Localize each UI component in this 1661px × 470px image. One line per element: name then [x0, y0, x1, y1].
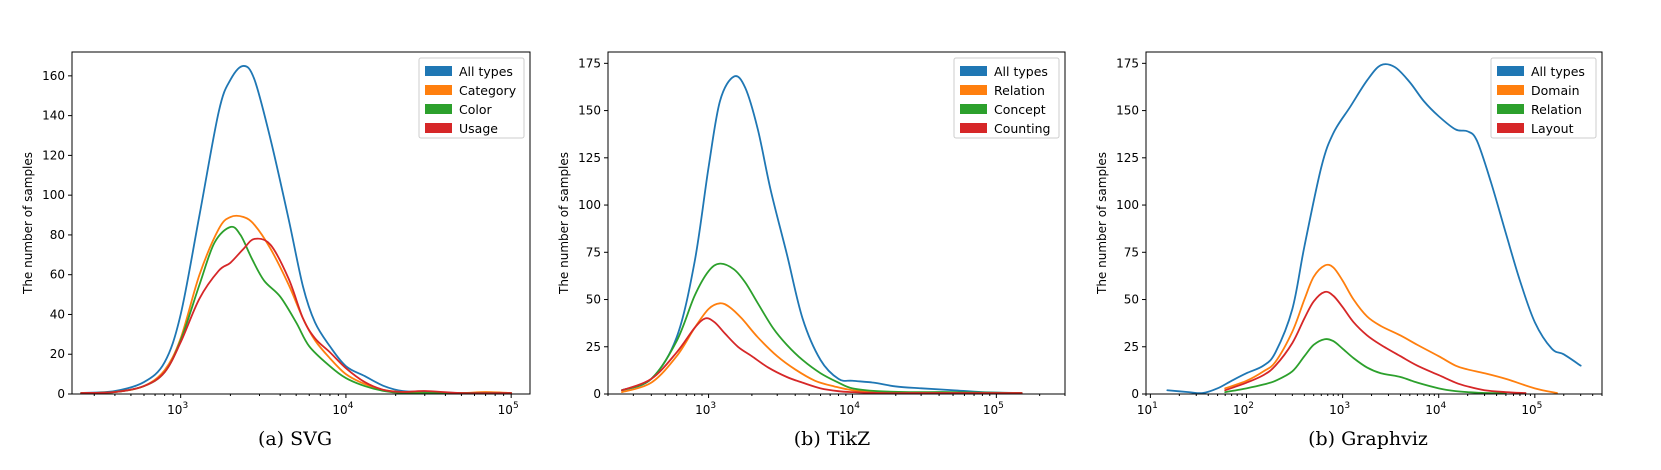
- panel-caption: (b) Graphviz: [1308, 428, 1428, 450]
- chart-panel-2: 0 25 50 75 100 125 150 175 103 104 105 The number o…: [557, 51, 1066, 450]
- legend-swatch: [960, 123, 987, 133]
- x-tick-label: 103: [1329, 401, 1350, 417]
- y-axis-label: The number of samples: [21, 152, 35, 295]
- legend-label: Domain: [1531, 83, 1580, 98]
- legend-label: All types: [1531, 64, 1585, 79]
- legend-label: Relation: [1531, 102, 1582, 117]
- x-tick-label: 103: [167, 401, 188, 417]
- legend-label: All types: [994, 64, 1048, 79]
- y-tick-label: 150: [1116, 104, 1139, 118]
- legend-swatch: [960, 85, 987, 95]
- chart-panel-1: 0 20 40 60 80 100 120 140 160 103 104 105 The number…: [21, 51, 531, 450]
- y-tick-label: 0: [57, 387, 65, 401]
- legend: All types Domain Relation Layout: [1490, 57, 1597, 139]
- y-tick-label: 125: [578, 151, 601, 165]
- chart-panel-3: 0 25 50 75 100 125 150 175 101 102 103 104 105 The nu…: [1095, 51, 1603, 450]
- legend-label: Relation: [994, 83, 1045, 98]
- y-tick-label: 25: [586, 340, 601, 354]
- legend-label: Color: [459, 102, 492, 117]
- y-tick-label: 100: [578, 198, 601, 212]
- series-line-category: [80, 214, 513, 395]
- y-tick-label: 150: [578, 104, 601, 118]
- legend-label: Layout: [1531, 121, 1574, 136]
- y-tick-label: 50: [1124, 293, 1139, 307]
- x-tick-label: 105: [983, 401, 1004, 417]
- series-line-all-types: [80, 65, 513, 394]
- legend-label: All types: [459, 64, 513, 79]
- y-axis-label: The number of samples: [1095, 152, 1109, 295]
- y-tick-label: 125: [1116, 151, 1139, 165]
- y-tick-label: 25: [1124, 340, 1139, 354]
- x-tick-label: 103: [695, 401, 716, 417]
- y-tick-label: 100: [1116, 198, 1139, 212]
- plot-area: [621, 75, 1023, 395]
- legend-swatch: [960, 66, 987, 76]
- axes-frame: [1145, 51, 1603, 395]
- panel-caption: (b) TikZ: [794, 428, 871, 450]
- y-tick-label: 120: [42, 148, 65, 162]
- legend-frame: [953, 57, 1060, 139]
- legend-frame: [1490, 57, 1597, 139]
- legend-swatch: [1497, 123, 1524, 133]
- legend-swatch: [1497, 104, 1524, 114]
- x-tick-label: 104: [839, 401, 860, 417]
- y-tick-label: 140: [42, 109, 65, 123]
- legend-label: Counting: [994, 121, 1050, 136]
- legend-swatch: [960, 104, 987, 114]
- y-tick-label: 0: [1131, 387, 1139, 401]
- x-tick-label: 102: [1233, 401, 1254, 417]
- series-line-domain: [1224, 263, 1558, 394]
- legend-label: Usage: [459, 121, 498, 136]
- y-tick-label: 160: [42, 69, 65, 83]
- y-tick-label: 75: [586, 245, 601, 259]
- series-line-all-types: [621, 75, 1023, 394]
- series-line-concept: [621, 262, 1023, 394]
- y-tick-label: 20: [50, 347, 65, 361]
- x-tick-label: 105: [498, 401, 519, 417]
- y-tick-label: 175: [1116, 56, 1139, 70]
- legend-label: Category: [459, 83, 517, 98]
- y-tick-label: 80: [50, 228, 65, 242]
- y-tick-label: 100: [42, 188, 65, 202]
- series-line-relation: [621, 302, 1023, 395]
- series-line-counting: [621, 317, 1023, 395]
- x-tick-label: 104: [1425, 401, 1446, 417]
- y-tick-label: 75: [1124, 245, 1139, 259]
- panel-caption: (a) SVG: [258, 428, 332, 450]
- y-tick-label: 60: [50, 268, 65, 282]
- series-line-layout: [1224, 290, 1527, 394]
- series-line-all-types: [1166, 63, 1582, 395]
- plot-area: [80, 65, 513, 395]
- legend-swatch: [425, 104, 452, 114]
- legend-label: Concept: [994, 102, 1046, 117]
- legend-swatch: [1497, 85, 1524, 95]
- legend-swatch: [425, 123, 452, 133]
- legend: All types Category Color Usage: [418, 57, 525, 139]
- y-tick-label: 50: [586, 293, 601, 307]
- legend-swatch: [425, 85, 452, 95]
- legend-frame: [418, 57, 525, 139]
- legend-swatch: [425, 66, 452, 76]
- y-axis-label: The number of samples: [557, 152, 571, 295]
- axes-frame: [71, 51, 531, 395]
- y-tick-label: 0: [593, 387, 601, 401]
- y-tick-label: 40: [50, 307, 65, 321]
- plot-area: [1166, 63, 1582, 395]
- legend: All types Relation Concept Counting: [953, 57, 1060, 139]
- axes-frame: [607, 51, 1066, 395]
- legend-swatch: [1497, 66, 1524, 76]
- series-line-usage: [80, 237, 513, 395]
- x-tick-label: 101: [1137, 401, 1158, 417]
- series-line-relation: [1224, 338, 1507, 395]
- x-tick-label: 105: [1521, 401, 1542, 417]
- y-tick-label: 175: [578, 56, 601, 70]
- x-tick-label: 104: [332, 401, 353, 417]
